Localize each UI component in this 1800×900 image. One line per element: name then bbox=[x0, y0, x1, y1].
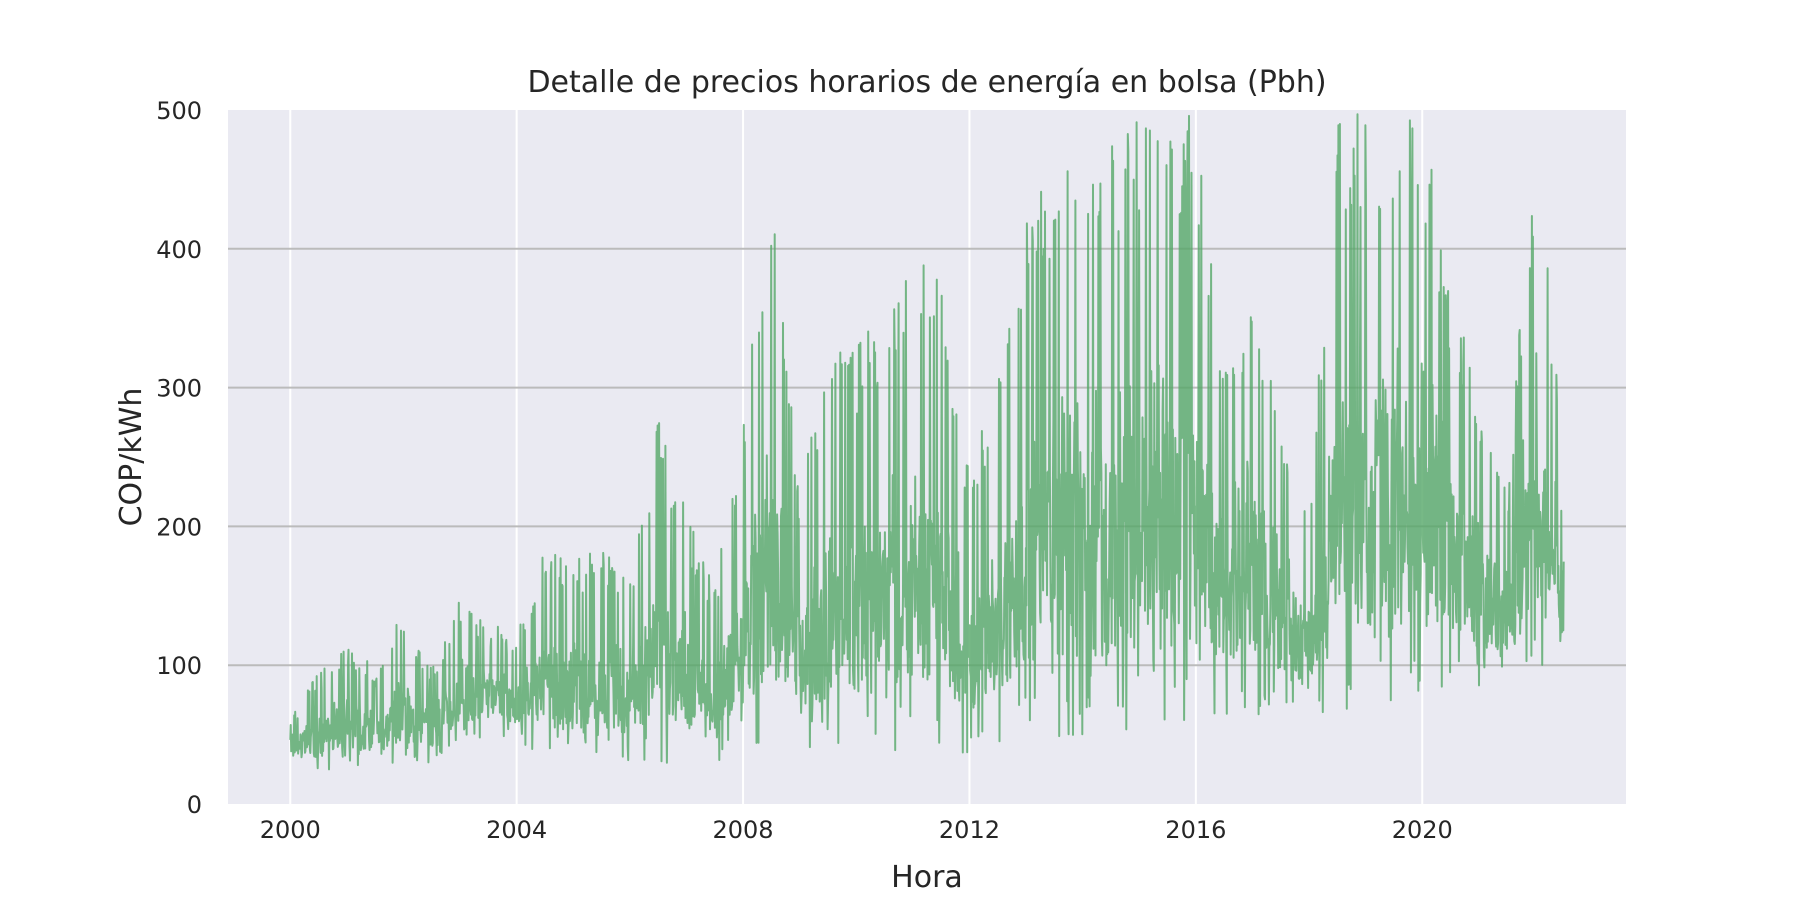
y-tick-label: 200 bbox=[156, 513, 202, 541]
y-tick-label: 300 bbox=[156, 375, 202, 403]
series-group bbox=[289, 113, 1565, 771]
x-tick-label: 2000 bbox=[260, 816, 321, 844]
y-tick-label: 0 bbox=[187, 791, 202, 819]
y-tick-label: 100 bbox=[156, 652, 202, 680]
y-axis-label: COP/kWh bbox=[114, 388, 149, 527]
x-axis-label: Hora bbox=[891, 860, 963, 895]
y-tick-label: 400 bbox=[156, 236, 202, 264]
x-tick-label: 2016 bbox=[1165, 816, 1226, 844]
y-tick-labels: 0 100 200 300 400 500 bbox=[156, 97, 202, 819]
x-tick-label: 2008 bbox=[713, 816, 774, 844]
series-line bbox=[289, 113, 1565, 771]
x-tick-labels: 2000 2004 2008 2012 2016 2020 bbox=[260, 816, 1453, 844]
x-tick-label: 2004 bbox=[486, 816, 547, 844]
x-tick-label: 2012 bbox=[939, 816, 1000, 844]
x-tick-label: 2020 bbox=[1392, 816, 1453, 844]
y-tick-label: 500 bbox=[156, 97, 202, 125]
chart-title: Detalle de precios horarios de energía e… bbox=[527, 65, 1326, 100]
